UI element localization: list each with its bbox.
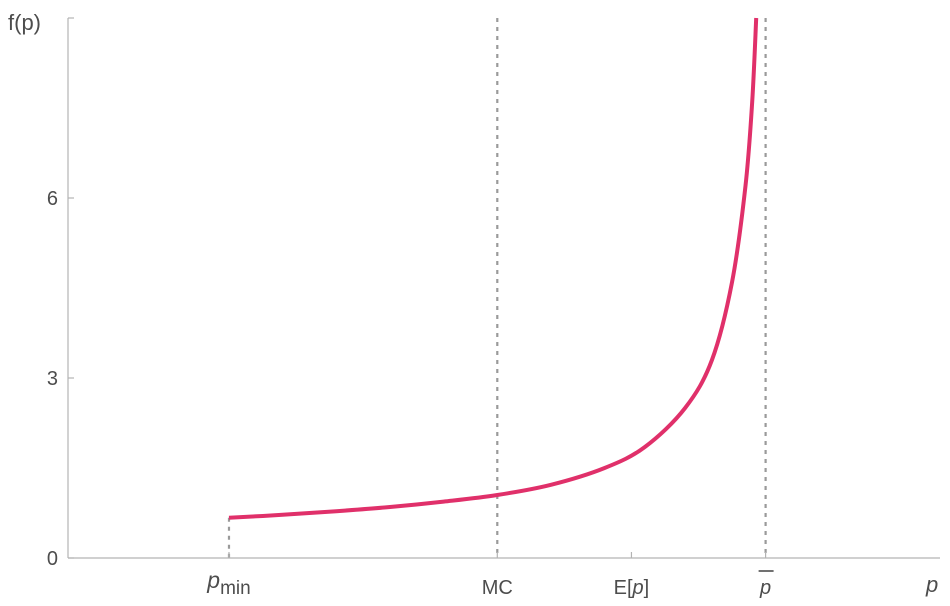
- tick-labels: 0 3 6 pmin MC E[p] p f(p) p: [8, 10, 938, 599]
- y-axis-title: f(p): [8, 10, 41, 35]
- series-line-0: [228, 17, 759, 520]
- x-tick-label-1: MC: [482, 577, 513, 599]
- y-tick-label-1: 3: [47, 368, 58, 390]
- y-tick-label-2: 6: [47, 188, 58, 210]
- x-tick-label-3: p: [759, 577, 771, 599]
- x-axis-title: p: [925, 572, 938, 597]
- y-tick-label-0: 0: [47, 548, 58, 570]
- x-tick-label-2: E[p]: [614, 577, 650, 599]
- axes: [67, 17, 940, 559]
- reference-lines: [227, 18, 767, 558]
- x-tick-label-0: pmin: [206, 567, 250, 599]
- series-group: [228, 17, 759, 520]
